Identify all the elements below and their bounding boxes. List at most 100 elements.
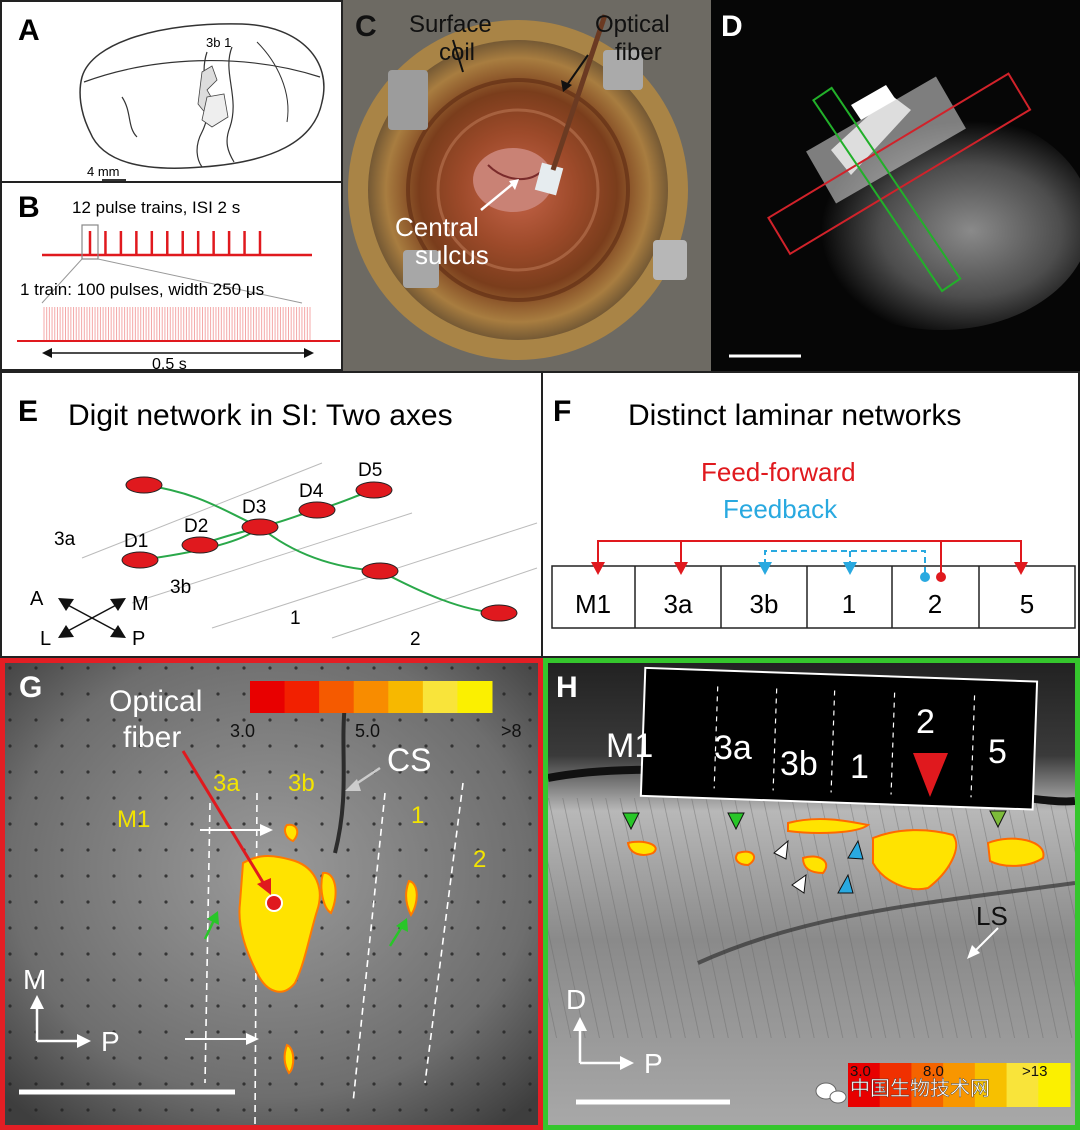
panel-c: Surface coil Optical fiber Central sulcu… [343,0,711,371]
panel-letter-g: G [19,671,43,704]
boundary-arrow-head-2 [246,1033,259,1045]
activation-blobs [238,823,418,1075]
color-scale-segment [388,681,424,713]
panel-d: D [711,0,1080,371]
digit-label-d5: D5 [358,460,382,481]
scale-tick-mid: 5.0 [355,721,380,741]
compass-l: L [40,628,51,650]
panel-letter-h: H [556,671,578,704]
color-scale-segment [879,1063,912,1107]
color-scale-segment [974,1063,1008,1107]
cs-label: CS [387,742,431,778]
central-sulcus-line [333,702,347,854]
scale-tick-low: 3.0 [850,1063,871,1080]
area-label-5: 5 [988,733,1007,771]
layer-arrowheads [622,810,1007,894]
central-sulcus-label-2: sulcus [415,240,489,270]
color-scale-bar [848,1063,1071,1107]
area-label-3a: 3a [213,770,240,797]
watermark-icon [815,1082,847,1104]
area-label-3b-1: 3b 1 [206,35,231,50]
color-scale-segment [848,1063,881,1107]
sulcus-pointer [480,181,516,211]
pulse-train-subtitle: 1 train: 100 pulses, width 250 μs [20,280,264,299]
zoom-line-left [41,258,83,304]
area-cell-1: 1 [842,589,856,619]
area-boundaries [204,782,464,1125]
node-unlabeled-top [125,476,163,494]
scale-label: 4 mm [87,164,120,179]
panel-letter-e: E [18,395,39,428]
color-scale-segment [1006,1063,1039,1107]
feedback-label: Feedback [723,494,838,524]
duration-arrow-left-head [42,348,52,358]
zoom-box [81,224,99,260]
area-table [551,565,1076,629]
area-label-3a: 3a [54,529,76,550]
area-label-1: 1 [411,802,424,829]
optical-fiber-label-1: Optical [595,11,670,38]
color-scale-segment [422,681,458,713]
duration-arrow-right-head [304,348,314,358]
axis-label-d: D [566,984,586,1015]
optical-fiber-label-2: fiber [615,39,662,66]
node-d3 [241,518,279,536]
central-sulcus-label-1: Central [395,212,479,242]
digit-label-d2: D2 [184,516,208,537]
brain-outline-drawing: 3b 1 4 mm [79,23,325,181]
node-area2 [480,604,518,622]
area-label-2: 2 [473,846,486,873]
axis-label-p: P [644,1048,663,1079]
activation-map-image: 3.0 5.0 >8 O [5,663,538,1125]
boundary-arrows [185,829,265,1040]
fiber-position-marker [913,753,948,797]
surgical-photo: Surface coil Optical fiber Central sulcu… [343,0,711,371]
mri-slice-plan-image [729,72,1080,358]
fiber-pointer-head [257,878,271,895]
boundary-arrow-head-1 [260,824,273,836]
panel-f-title: Distinct laminar networks [628,399,961,432]
pulse-train-diagram: 12 pulse trains, ISI 2 s 1 train: 100 pu… [17,198,340,369]
feedforward-label: Feed-forward [701,457,856,487]
panel-e-title: Digit network in SI: Two axes [68,399,453,432]
panel-h: M1 3a 3b 1 2 5 LS [543,658,1080,1130]
area-cell-m1: M1 [575,589,611,619]
node-d2 [181,536,219,554]
scale-tick-mid: 8.0 [923,1063,944,1080]
area-cell-5: 5 [1020,589,1034,619]
feedforward-arrows [597,540,1022,573]
optical-fiber-label-2: fiber [123,721,181,754]
color-scale-segment [250,681,286,713]
area-boundary-1 [81,462,323,559]
color-scale-segment [319,681,355,713]
area-overlay-box [639,666,1039,811]
surface-coil-label-1: Surface [409,11,492,38]
color-scale-segment [1038,1063,1071,1107]
area-cell-3a: 3a [664,589,693,619]
laminar-network-diagram: Distinct laminar networks Feed-forward F… [551,399,1076,629]
node-d4 [298,501,336,519]
color-scale-bar [250,681,493,713]
area-label-3b: 3b [780,745,818,783]
digit-label-d3: D3 [242,497,266,518]
color-scale-segment [353,681,389,713]
ls-pointer-head [967,945,980,959]
surface-coil-label-2: coil [439,39,475,66]
area-label-2: 2 [410,629,421,650]
watermark-text: 中国生物技术网 [850,1077,990,1100]
node-d5 [355,481,393,499]
panel-letter-b: B [18,191,40,224]
cs-pointer-head [345,779,361,791]
area-boundary-2 [131,512,413,604]
pulse-train-title: 12 pulse trains, ISI 2 s [72,198,240,217]
fiber-pointer-head [561,80,572,92]
node-area1 [361,562,399,580]
area-label-1: 1 [850,748,869,786]
panel-f: Distinct laminar networks Feed-forward F… [543,371,1080,658]
scale-tick-low: 3.0 [230,721,255,741]
coil-pointer [452,39,464,73]
slice-box-red [767,72,1032,256]
ls-label: LS [976,901,1008,931]
activation-blobs [626,818,1045,891]
panel-letter-c: C [355,10,377,43]
